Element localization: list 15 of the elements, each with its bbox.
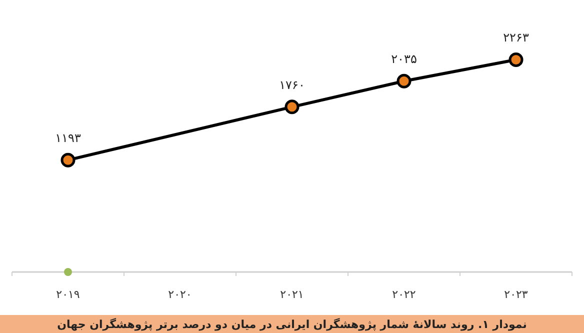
- x-tick-label: ۲۰۲۱: [280, 288, 304, 301]
- data-label: ۱۷۶۰: [279, 78, 305, 92]
- point: [396, 74, 412, 88]
- x-tick-label: ۲۰۲۰: [168, 288, 192, 301]
- x-tick-label: ۲۰۱۹: [56, 288, 80, 301]
- x-tick-label: ۲۰۲۲: [392, 288, 416, 301]
- point: [60, 152, 76, 168]
- data-label: ۲۰۳۵: [391, 52, 417, 66]
- point: [284, 100, 300, 114]
- point: [64, 268, 72, 276]
- text: نمودار ۱. روند سالانهٔ شمار پژوهشگران ایرانی در میان دو درصد برتر پژوهشگران جهان: [57, 318, 527, 331]
- data-label: ۲۲۶۳: [503, 30, 530, 45]
- data-label: ۱۱۹۳: [55, 131, 82, 146]
- x-tick-label: ۲۰۲۳: [504, 288, 528, 301]
- point: [508, 52, 524, 67]
